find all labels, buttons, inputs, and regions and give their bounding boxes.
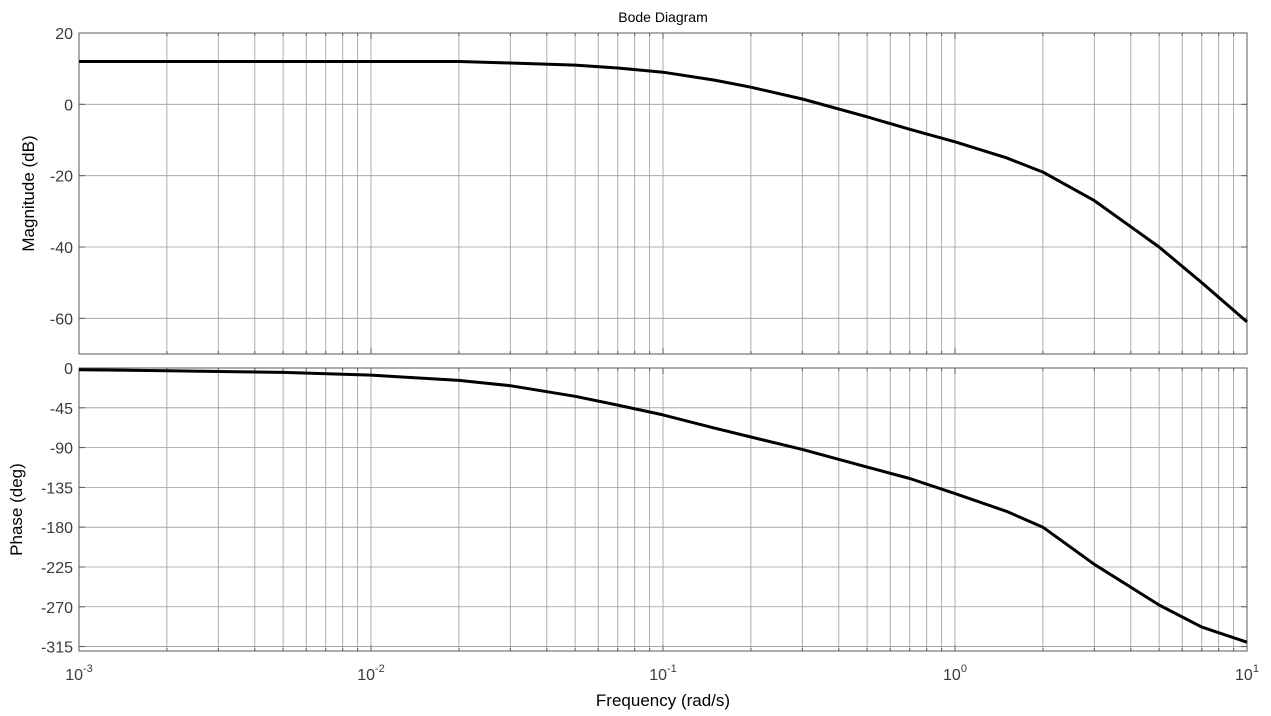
- phase-axes-box: [78, 367, 1248, 652]
- magnitude-ylabel: Magnitude (dB): [19, 135, 38, 251]
- phase-y-tick-label: -225: [41, 560, 73, 577]
- magnitude-y-tick-label: -40: [50, 240, 73, 257]
- phase-y-tick-label: -315: [41, 640, 73, 657]
- magnitude-y-tick-label: -20: [50, 169, 73, 186]
- magnitude-y-tick-label: 0: [64, 97, 73, 114]
- phase-y-tick-label: -45: [50, 401, 73, 418]
- phase-y-tick-label: -270: [41, 600, 73, 617]
- x-tick-label: 101: [1235, 663, 1259, 684]
- x-tick-label: 10-2: [357, 663, 385, 684]
- phase-curve: [78, 368, 1248, 644]
- magnitude-axes-box: [78, 32, 1248, 355]
- x-tick-label: 10-3: [65, 663, 93, 684]
- phase-y-tick-label: -135: [41, 480, 73, 497]
- magnitude-y-tick-label: 20: [55, 26, 73, 43]
- x-axis-label: Frequency (rad/s): [596, 691, 730, 710]
- x-tick-label: 10-1: [649, 663, 677, 684]
- x-tick-label: 100: [943, 663, 967, 684]
- phase-y-tick-label: -180: [41, 520, 73, 537]
- magnitude-curve: [79, 60, 1248, 324]
- phase-y-tick-label: 0: [64, 361, 73, 378]
- phase-y-tick-label: -90: [50, 441, 73, 458]
- magnitude-y-tick-label: -60: [50, 311, 73, 328]
- chart-title: Bode Diagram: [618, 9, 708, 25]
- phase-ylabel: Phase (deg): [7, 463, 26, 556]
